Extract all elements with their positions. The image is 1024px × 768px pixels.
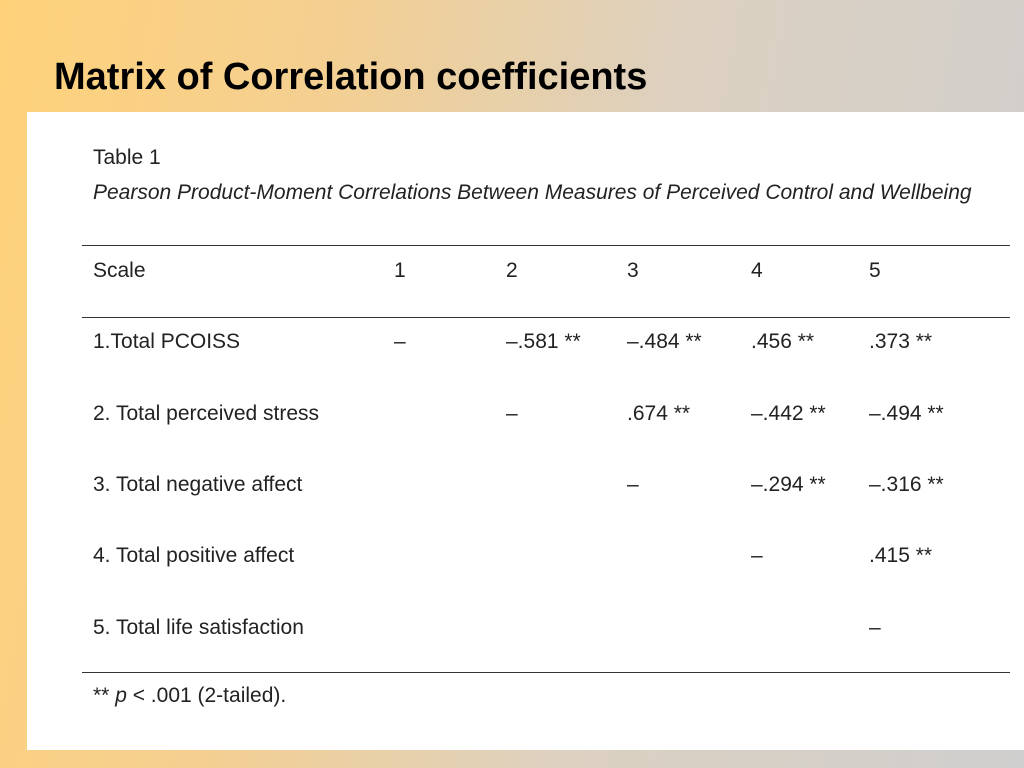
table-caption: Pearson Product-Moment Correlations Betw… [93, 181, 972, 204]
slide-title: Matrix of Correlation coefficients [54, 56, 648, 98]
row-1-scale: 1.Total PCOISS [93, 330, 241, 353]
table-bottom-rule [82, 672, 1010, 673]
row-1-col-2: –.581 ** [506, 330, 581, 353]
row-2-col-2: – [506, 402, 518, 425]
row-5-scale: 5. Total life satisfaction [93, 616, 304, 639]
row-2-scale: 2. Total perceived stress [93, 402, 320, 425]
column-header-5: 5 [869, 259, 881, 282]
table-label: Table 1 [93, 146, 161, 169]
table-top-rule [82, 245, 1010, 246]
row-4-col-5: .415 ** [869, 544, 933, 567]
row-2-col-5: –.494 ** [869, 402, 944, 425]
row-5-col-5: – [869, 616, 881, 639]
row-4-scale: 4. Total positive affect [93, 544, 295, 567]
row-1-col-1: – [394, 330, 406, 353]
row-1-col-3: –.484 ** [627, 330, 702, 353]
column-header-1: 1 [394, 259, 406, 282]
row-3-scale: 3. Total negative affect [93, 473, 303, 496]
column-header-scale: Scale [93, 259, 146, 282]
row-3-col-3: – [627, 473, 639, 496]
table-footnote: ** p < .001 (2-tailed). [93, 685, 286, 706]
row-2-col-4: –.442 ** [751, 402, 826, 425]
row-3-col-5: –.316 ** [869, 473, 944, 496]
row-1-col-4: .456 ** [751, 330, 815, 353]
row-1-col-5: .373 ** [869, 330, 933, 353]
column-header-3: 3 [627, 259, 639, 282]
column-header-2: 2 [506, 259, 518, 282]
table-panel [27, 112, 1024, 750]
footnote-text: < .001 (2-tailed). [126, 684, 287, 707]
footnote-marker: ** [93, 684, 116, 707]
row-3-col-4: –.294 ** [751, 473, 826, 496]
header-bottom-rule [82, 317, 1010, 318]
footnote-p-symbol: p [115, 684, 127, 707]
column-header-4: 4 [751, 259, 763, 282]
row-2-col-3: .674 ** [627, 402, 691, 425]
row-4-col-4: – [751, 544, 763, 567]
